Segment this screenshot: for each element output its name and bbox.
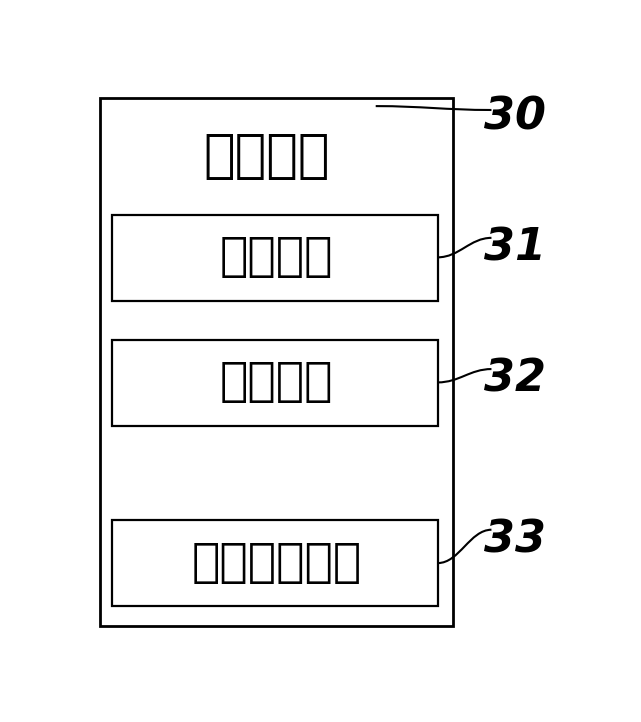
Bar — [112, 214, 438, 300]
Text: 33: 33 — [484, 518, 545, 561]
Text: 32: 32 — [484, 357, 545, 400]
Bar — [100, 97, 453, 626]
Text: 30: 30 — [484, 96, 545, 139]
Text: 信号转换单元: 信号转换单元 — [191, 541, 362, 586]
Text: 比较单元: 比较单元 — [220, 235, 333, 280]
Bar — [112, 339, 438, 426]
Text: 计算单元: 计算单元 — [220, 360, 333, 405]
Bar — [112, 521, 438, 606]
Text: 处理模块: 处理模块 — [203, 130, 329, 182]
Text: 31: 31 — [484, 227, 545, 269]
